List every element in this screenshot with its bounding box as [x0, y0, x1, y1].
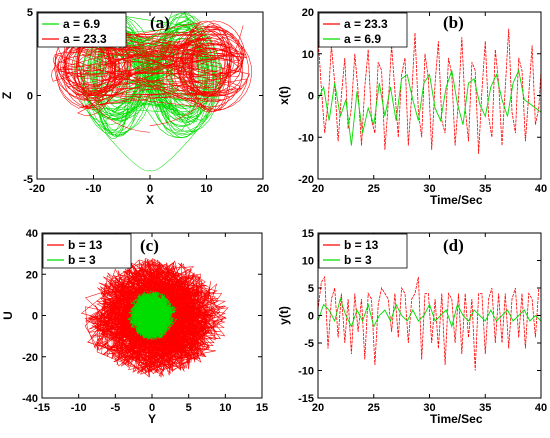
legend-box [37, 12, 127, 48]
panel-d: 20 25 30 35 40 -15 -10 -5 0 5 10 15 Time/Sec y(t) (d) b… [277, 228, 547, 426]
x-tick-label: -15 [34, 402, 50, 414]
panel-label: (a) [150, 13, 170, 32]
legend: b = 13b = 3 [42, 233, 132, 269]
x-tick-label: 20 [312, 183, 324, 195]
x-tick-label: -20 [29, 183, 45, 195]
x-axis-label: Time/Sec [430, 412, 483, 426]
panel-label: (c) [140, 236, 159, 255]
y-tick-label: -5 [23, 174, 33, 186]
y-tick-label: 5 [27, 7, 33, 19]
y-tick-label: 5 [308, 283, 314, 295]
series-b-3 [127, 290, 178, 341]
x-tick-label: 40 [535, 183, 547, 195]
y-tick-label: -5 [304, 338, 314, 350]
y-tick-label: 15 [302, 228, 314, 240]
x-tick-label: 30 [423, 183, 435, 195]
y-tick-label: 40 [26, 228, 38, 240]
x-axis-label: Time/Sec [430, 193, 483, 207]
x-tick-label: -10 [86, 183, 102, 195]
y-axis-label: y(t) [277, 306, 291, 325]
y-tick-label: 0 [308, 311, 314, 323]
x-tick-label: 40 [535, 402, 547, 414]
series-b-13 [80, 257, 229, 378]
x-axis-label: X [146, 193, 154, 207]
x-tick-label: 15 [256, 402, 268, 414]
panel-label: (b) [443, 13, 464, 32]
legend: a = 6.9a = 23.3 [37, 12, 127, 48]
legend-entry: a = 23.3 [344, 17, 388, 31]
y-tick-label: -10 [298, 132, 314, 144]
legend-entry: a = 6.9 [63, 17, 100, 31]
legend: a = 23.3a = 6.9 [318, 12, 408, 48]
plot-area [318, 275, 541, 371]
panel-label: (d) [443, 236, 464, 255]
y-tick-label: 20 [302, 7, 314, 19]
y-tick-label: 10 [302, 256, 314, 268]
panel-b: 20 25 30 35 40 -20 -10 0 10 20 Time/Sec x(t) (b) a = … [277, 7, 547, 207]
legend-box [318, 12, 408, 48]
legend-entry: b = 3 [344, 253, 372, 267]
x-tick-label: 20 [312, 402, 324, 414]
x-axis-label: Y [148, 412, 156, 426]
x-tick-label: 10 [200, 183, 212, 195]
legend-box [318, 233, 408, 269]
y-tick-label: -40 [22, 393, 38, 405]
y-tick-label: 0 [27, 91, 33, 103]
y-tick-label: -20 [298, 174, 314, 186]
series-b-3 [318, 297, 541, 329]
y-tick-label: -20 [22, 352, 38, 364]
x-tick-label: 25 [368, 402, 380, 414]
x-tick-label: -10 [71, 402, 87, 414]
series-a-6-9 [318, 69, 541, 146]
legend-entry: a = 6.9 [344, 32, 381, 46]
y-tick-label: 20 [26, 269, 38, 281]
x-tick-label: 35 [479, 183, 491, 195]
y-tick-label: 0 [32, 311, 38, 323]
y-axis-label: U [1, 311, 15, 320]
x-tick-label: 25 [368, 183, 380, 195]
legend-entry: b = 3 [68, 253, 96, 267]
x-tick-label: 0 [147, 183, 153, 195]
panel-c: -15 -10 -5 0 5 10 15 -40 -20 0 20 40 Y U (c) b = 13b = … [1, 228, 268, 426]
x-tick-label: -5 [110, 402, 120, 414]
series-a-6-9 [74, 12, 226, 172]
x-tick-label: 30 [423, 402, 435, 414]
plot-area [318, 28, 541, 154]
series-a-23-3 [318, 28, 541, 154]
y-axis-label: x(t) [277, 86, 291, 105]
x-tick-label: 5 [186, 402, 192, 414]
x-tick-label: 10 [219, 402, 231, 414]
y-tick-label: -15 [298, 393, 314, 405]
legend: b = 13b = 3 [318, 233, 408, 269]
plot-area [80, 257, 229, 378]
y-axis-label: Z [0, 92, 14, 99]
legend-entry: b = 13 [344, 238, 379, 252]
x-tick-label: 0 [149, 402, 155, 414]
legend-entry: b = 13 [68, 238, 103, 252]
x-tick-label: 20 [257, 183, 269, 195]
legend-entry: a = 23.3 [63, 32, 107, 46]
series-b-13 [318, 275, 541, 371]
y-tick-label: 0 [308, 91, 314, 103]
panel-a: -20 -10 0 10 20 -5 0 5 X Z (a) a = 6.9a = 23.3 [0, 7, 269, 207]
legend-box [42, 233, 132, 269]
y-tick-label: 10 [302, 49, 314, 61]
x-tick-label: 35 [479, 402, 491, 414]
y-tick-label: -10 [298, 366, 314, 378]
